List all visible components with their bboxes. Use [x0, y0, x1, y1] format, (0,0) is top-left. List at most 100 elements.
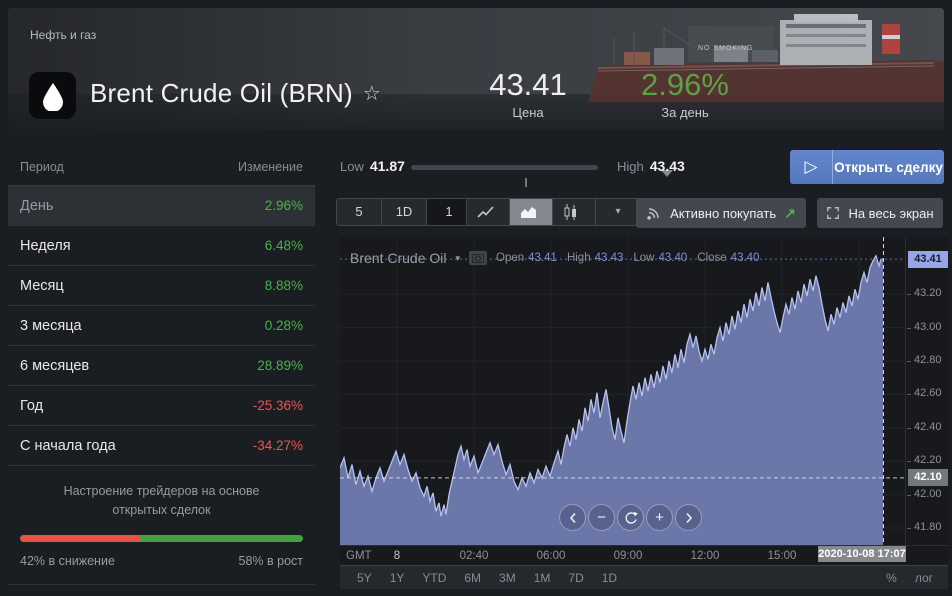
price-line-series [340, 254, 883, 517]
time-tick-label: 12:00 [690, 550, 720, 562]
period-change-value: 2.96% [264, 198, 303, 213]
period-row-6[interactable]: Год -25.36% [8, 386, 315, 426]
period-change-value: 0.28% [264, 318, 303, 333]
signal-badge[interactable]: Активно покупать ↗ [636, 198, 806, 228]
period-change-value: -25.36% [252, 398, 303, 413]
fullscreen-icon [827, 207, 840, 219]
day-change: 2.96% [641, 67, 729, 102]
price-chart: Brent Crude Oil ▾ Open 43.41 High 43.43 Low 4… [340, 237, 949, 589]
timeframe-bar: 5Y 1Y YTD 6M 3M 1M 7D 1D % лог [340, 565, 948, 589]
period-row-7[interactable]: С начала года -34.27% [8, 426, 315, 466]
sentiment-block: Настроение трейдеров на основе открытых с… [8, 482, 315, 585]
chart-type-dropdown[interactable]: ▾ [615, 206, 621, 217]
ohlc-low: Low 43.40 [633, 252, 687, 264]
period-row-2[interactable]: Неделя 6.48% [8, 226, 315, 266]
interval-button-1D[interactable]: 1D [382, 199, 427, 225]
ohlc-close: Close 43.40 [697, 252, 759, 264]
period-row-1[interactable]: День 2.96% [8, 186, 315, 226]
price-tick-label: 42.40 [907, 420, 942, 433]
instrument-title: Brent Crude Oil (BRN) ☆ [90, 78, 381, 108]
price-caption: Цена [512, 105, 544, 120]
period-change-value: -34.27% [252, 438, 303, 453]
time-tick-label: 09:00 [613, 550, 643, 562]
timeframe-1m[interactable]: 1M [533, 570, 551, 585]
timeframe-6m[interactable]: 6M [464, 570, 482, 585]
timeframe-5y[interactable]: 5Y [357, 570, 372, 585]
buy-ratio-label: 58% в рост [238, 553, 303, 568]
period-row-5[interactable]: 6 месяцев 28.89% [8, 346, 315, 386]
period-row-3[interactable]: Месяц 8.88% [8, 266, 315, 306]
reference-price-badge: 42.10 [908, 469, 948, 487]
gmt-label: GMT [346, 550, 372, 562]
interval-button-1[interactable]: 1 [427, 199, 472, 225]
day-high: High 43.43 [617, 158, 685, 174]
hero-shade [8, 8, 944, 130]
time-tick-label: 15:00 [767, 550, 797, 562]
reset-view-button[interactable] [617, 504, 644, 531]
signal-icon [647, 208, 659, 220]
timeframe-7d[interactable]: 7D [568, 570, 584, 585]
day-low: Low 41.87 [340, 158, 405, 174]
interval-button-5[interactable]: 5 [337, 199, 382, 225]
fullscreen-button[interactable]: На весь экран [817, 198, 943, 228]
timeframe-3m[interactable]: 3M [499, 570, 516, 585]
ohlc-value: 43.40 [658, 252, 688, 264]
time-tick-label: 02:40 [459, 550, 489, 562]
signal-text: Активно покупать [670, 205, 777, 221]
category-label: Нефть и газ [30, 28, 97, 42]
current-price-badge: 43.41 [908, 250, 948, 268]
chart-symbol-dropdown[interactable]: Brent Crude Oil [350, 250, 447, 266]
open-trade-button[interactable]: ▷ Открыть сделку [790, 150, 944, 184]
period-change-value: 8.88% [264, 278, 303, 293]
period-label: Неделя [20, 237, 71, 254]
time-axis[interactable]: GMT 8 02:40 06:00 09:00 12:00 15:00 [340, 545, 948, 566]
chart-type-segmented-control: ▾ [466, 198, 641, 226]
zoom-out-button[interactable]: − [588, 504, 615, 531]
period-row-4[interactable]: 3 месяца 0.28% [8, 306, 315, 346]
day-range-slider[interactable] [411, 165, 673, 187]
timeframe-1y[interactable]: 1Y [389, 570, 405, 585]
favorite-star-icon[interactable]: ☆ [362, 83, 381, 105]
timeframe-items: 5Y 1Y YTD 6M 3M 1M 7D 1D [340, 571, 626, 585]
price-tick-label: 42.60 [907, 387, 942, 400]
price-tick-label: 42.80 [907, 354, 942, 366]
area-chart-type-button[interactable] [510, 199, 553, 225]
zoom-in-button[interactable]: + [646, 504, 673, 531]
chart-nav-controls: − + [559, 504, 703, 531]
crosshair-datetime-tooltip: 2020-10-08 17:07 [818, 546, 906, 562]
ohlc-readout: Open 43.41 High 43.43 Low 43.40 Close 43.40 [496, 252, 759, 264]
period-label: Год [20, 397, 44, 414]
pan-left-button[interactable] [559, 504, 586, 531]
range-current-pointer[interactable] [661, 170, 673, 177]
timeframe-ytd[interactable]: YTD [422, 570, 447, 585]
period-label: 6 месяцев [20, 357, 90, 374]
period-label: С начала года [20, 437, 116, 454]
change-caption: За день [661, 105, 709, 120]
timeframe-1d[interactable]: 1D [601, 570, 618, 585]
sentiment-labels: 42% в снижение 58% в рост [8, 554, 315, 568]
log-scale-toggle[interactable]: лог [914, 570, 933, 585]
day-range-row: Low 41.87 High 43.43 ▷ Открыть сделку [332, 150, 944, 187]
col-period: Период [20, 159, 64, 174]
sentiment-caption: Настроение трейдеров на основе открытых с… [63, 484, 260, 518]
candle-chart-type-button[interactable] [553, 199, 596, 225]
period-change-value: 28.89% [257, 358, 303, 373]
buy-ratio-bar [138, 534, 303, 542]
sentiment-bar [20, 534, 303, 542]
line-chart-type-button[interactable] [467, 199, 510, 225]
price-axis[interactable]: 43.41 42.10 43.20 43.00 42.80 42.60 42.40 42.… [905, 237, 949, 545]
sell-ratio-label: 42% в снижение [20, 553, 115, 568]
chart-plot[interactable] [340, 237, 905, 545]
ohlc-value: 43.43 [594, 252, 624, 264]
change-block: 2.96% За день [620, 67, 750, 121]
price-tick-label: 43.20 [907, 287, 942, 300]
snapshot-camera-icon[interactable] [469, 251, 488, 265]
oil-drop-icon [29, 72, 76, 119]
fullscreen-text: На весь экран [848, 205, 934, 221]
percent-scale-toggle[interactable]: % [886, 570, 897, 585]
price-tick-label: 42.20 [907, 454, 942, 467]
pan-right-button[interactable] [675, 504, 702, 531]
ohlc-label: Close [697, 252, 727, 264]
ohlc-label: High [566, 252, 591, 264]
